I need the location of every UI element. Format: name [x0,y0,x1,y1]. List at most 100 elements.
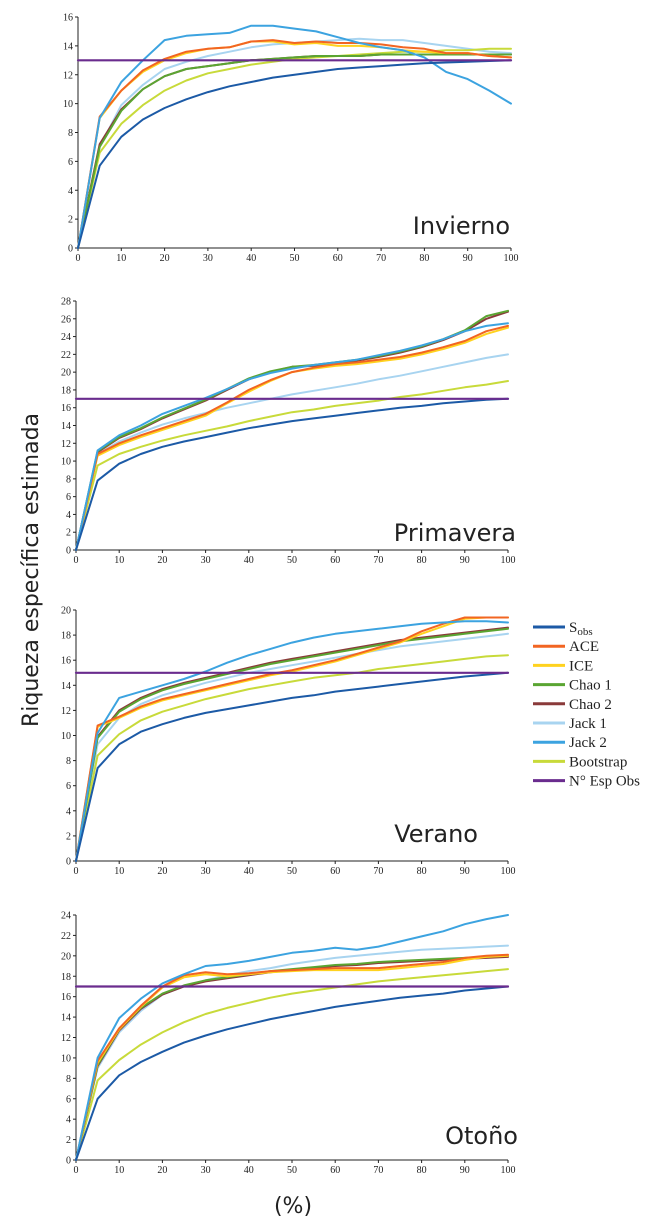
y-tick-label: 4 [66,510,71,521]
y-tick-label: 0 [66,546,71,557]
y-tick-label: 18 [61,972,71,983]
x-tick-label: 80 [417,555,427,566]
y-tick-label: 0 [66,857,71,868]
y-tick-label: 24 [61,911,71,922]
y-tick-label: 20 [61,606,71,617]
x-tick-label: 50 [287,1165,297,1176]
x-tick-label: 70 [373,555,383,566]
x-axis-title: (%) [274,1194,312,1219]
series-line-ice [76,328,508,550]
x-tick-label: 60 [330,1165,340,1176]
x-tick-label: 10 [114,555,124,566]
y-tick-label: 16 [63,13,73,24]
x-tick-label: 40 [246,253,256,264]
legend-label: Chao 2 [569,697,612,713]
x-tick-label: 100 [501,866,516,877]
x-tick-label: 70 [376,253,386,264]
series-line-sobs [76,987,508,1161]
x-tick-label: 40 [244,866,254,877]
x-tick-label: 60 [333,253,343,264]
legend-item: ACE [533,639,599,655]
x-tick-label: 0 [74,555,79,566]
legend-label: ICE [569,658,593,674]
y-tick-label: 26 [61,314,71,325]
x-tick-label: 20 [157,866,167,877]
legend-item: Chao 1 [533,678,612,694]
y-tick-label: 22 [61,350,71,361]
x-tick-label: 30 [203,253,213,264]
y-tick-label: 2 [66,1135,71,1146]
x-tick-label: 50 [287,555,297,566]
y-tick-label: 14 [61,681,71,692]
y-tick-label: 4 [66,806,71,817]
x-tick-label: 100 [501,1165,516,1176]
x-tick-label: 0 [74,866,79,877]
y-tick-label: 6 [66,781,71,792]
y-tick-label: 18 [61,631,71,642]
x-tick-label: 70 [373,1165,383,1176]
y-tick-label: 0 [68,244,73,255]
y-tick-label: 16 [61,992,71,1003]
y-tick-label: 10 [61,1053,71,1064]
y-tick-label: 8 [66,474,71,485]
y-tick-label: 10 [61,731,71,742]
y-tick-label: 4 [68,186,73,197]
y-tick-label: 18 [61,385,71,396]
panel-title: Verano [394,820,478,848]
y-tick-label: 6 [66,1094,71,1105]
panel-title: Invierno [413,212,510,240]
y-tick-label: 10 [63,99,73,110]
legend-item: Sobs [533,620,593,638]
y-tick-label: 10 [61,457,71,468]
x-tick-label: 100 [501,555,516,566]
y-tick-label: 8 [66,756,71,767]
y-tick-label: 6 [68,157,73,168]
legend-item: Bootstrap [533,754,627,770]
y-tick-label: 4 [66,1115,71,1126]
legend-label: ACE [569,639,599,655]
x-tick-label: 20 [157,555,167,566]
y-tick-label: 12 [63,70,73,81]
y-tick-label: 8 [66,1074,71,1085]
x-tick-label: 60 [330,866,340,877]
legend-item: N° Esp Obs [533,774,640,790]
legend-label: Chao 1 [569,678,612,694]
x-tick-label: 100 [504,253,519,264]
x-tick-label: 50 [290,253,300,264]
x-tick-label: 40 [244,555,254,566]
y-tick-label: 12 [61,706,71,717]
x-tick-label: 70 [373,866,383,877]
x-tick-label: 10 [114,1165,124,1176]
y-tick-label: 2 [66,831,71,842]
x-tick-label: 30 [201,555,211,566]
y-tick-label: 28 [61,297,71,308]
legend-item: Jack 1 [533,716,607,732]
x-tick-label: 0 [76,253,81,264]
x-tick-label: 90 [460,1165,470,1176]
y-tick-label: 24 [61,332,71,343]
x-tick-label: 10 [114,866,124,877]
y-tick-label: 20 [61,368,71,379]
y-tick-label: 6 [66,492,71,503]
legend-label-subscript: obs [577,626,592,638]
legend-item: Chao 2 [533,697,612,713]
panel-1: 0 2 4 6 8 10 12 14 16 0 10 20 30 40 50 60 70 80 90 100 Invie… [63,13,519,265]
y-tick-label: 16 [61,656,71,667]
x-tick-label: 0 [74,1165,79,1176]
y-tick-label: 8 [68,128,73,139]
y-tick-label: 12 [61,1033,71,1044]
x-tick-label: 50 [287,866,297,877]
panel-title: Primavera [394,519,516,547]
series-line-jack-2 [76,915,508,1160]
legend-label: Bootstrap [569,754,627,770]
y-tick-label: 2 [68,215,73,226]
x-tick-label: 80 [419,253,429,264]
y-tick-label: 14 [61,1013,71,1024]
panel-4: 0246810121416182022240 10 20 30 40 50 60 70 80 90… [61,911,518,1177]
x-tick-label: 80 [417,1165,427,1176]
legend-item: ICE [533,658,593,674]
x-tick-label: 30 [201,866,211,877]
x-tick-label: 10 [116,253,126,264]
